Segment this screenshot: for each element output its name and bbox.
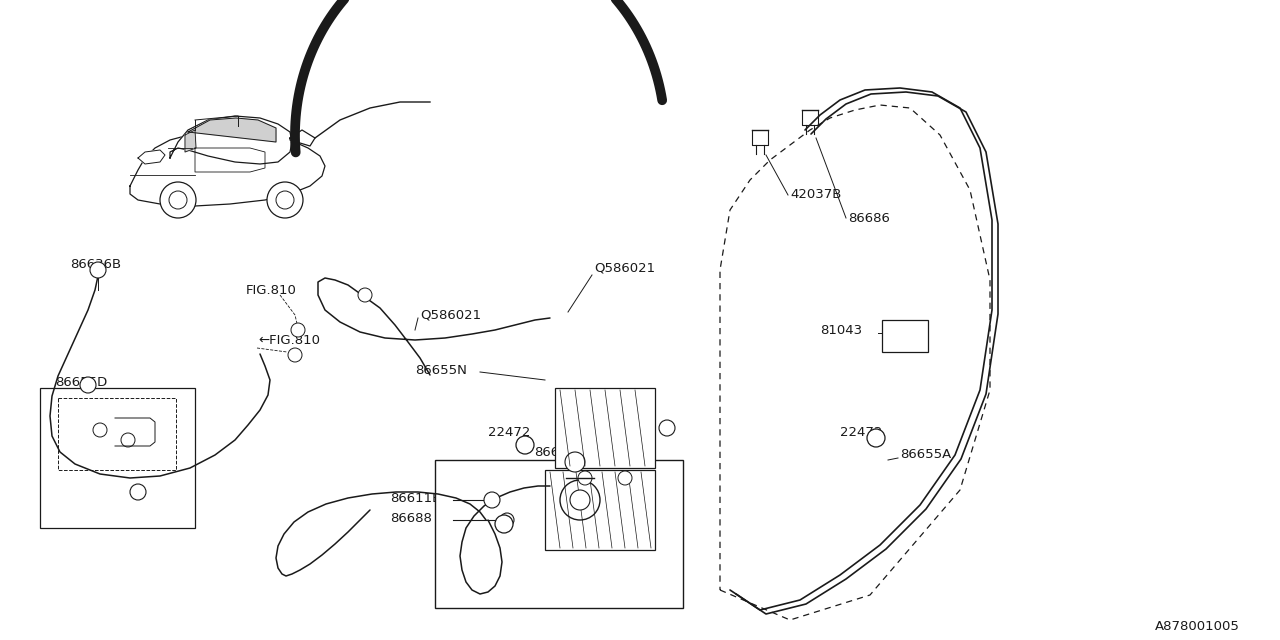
Circle shape xyxy=(659,420,675,436)
Text: 86655G: 86655G xyxy=(488,548,540,561)
Circle shape xyxy=(618,471,632,485)
Circle shape xyxy=(160,182,196,218)
Text: 86655D: 86655D xyxy=(55,376,108,388)
Bar xyxy=(556,388,655,468)
Circle shape xyxy=(495,515,513,533)
Polygon shape xyxy=(138,150,165,164)
Text: ←FIG.810: ←FIG.810 xyxy=(259,333,320,346)
Circle shape xyxy=(268,182,303,218)
Circle shape xyxy=(131,484,146,500)
Circle shape xyxy=(90,262,106,278)
Text: 86688: 86688 xyxy=(390,511,431,525)
Circle shape xyxy=(288,348,302,362)
Circle shape xyxy=(291,323,305,337)
Circle shape xyxy=(561,480,600,520)
Polygon shape xyxy=(188,118,276,142)
Circle shape xyxy=(579,471,591,485)
Circle shape xyxy=(570,490,590,510)
Circle shape xyxy=(564,452,585,472)
Circle shape xyxy=(93,423,108,437)
Text: (C0309-): (C0309-) xyxy=(118,502,175,515)
Circle shape xyxy=(122,433,134,447)
Text: Q586021: Q586021 xyxy=(420,308,481,321)
Text: 81043: 81043 xyxy=(820,323,863,337)
Text: Q586021: Q586021 xyxy=(594,262,655,275)
Circle shape xyxy=(79,377,96,393)
Text: 86610C: 86610C xyxy=(534,445,586,458)
Polygon shape xyxy=(186,130,196,152)
Circle shape xyxy=(516,436,534,454)
Text: 86634: 86634 xyxy=(122,486,164,499)
Bar xyxy=(58,398,177,470)
Text: 22472: 22472 xyxy=(840,426,882,438)
Text: FIG.810: FIG.810 xyxy=(246,284,297,296)
Text: 86615B: 86615B xyxy=(468,518,520,531)
Text: A878001005: A878001005 xyxy=(1155,620,1240,632)
Circle shape xyxy=(867,429,884,447)
Bar xyxy=(882,320,928,352)
Text: 86655A: 86655A xyxy=(900,449,951,461)
Circle shape xyxy=(169,191,187,209)
Bar xyxy=(40,388,195,528)
Polygon shape xyxy=(131,130,325,206)
Text: 86636B: 86636B xyxy=(70,259,122,271)
Circle shape xyxy=(276,191,294,209)
Bar xyxy=(545,470,655,550)
Circle shape xyxy=(484,492,500,508)
Text: 86686: 86686 xyxy=(849,211,890,225)
Text: 42037B: 42037B xyxy=(790,189,841,202)
Text: 86611B: 86611B xyxy=(390,492,442,504)
Text: FIG.910: FIG.910 xyxy=(88,399,138,413)
Text: 86655N: 86655N xyxy=(415,364,467,376)
Bar xyxy=(435,460,684,608)
Polygon shape xyxy=(170,116,292,164)
Circle shape xyxy=(358,288,372,302)
Circle shape xyxy=(500,513,515,527)
Text: 22472: 22472 xyxy=(488,426,530,438)
